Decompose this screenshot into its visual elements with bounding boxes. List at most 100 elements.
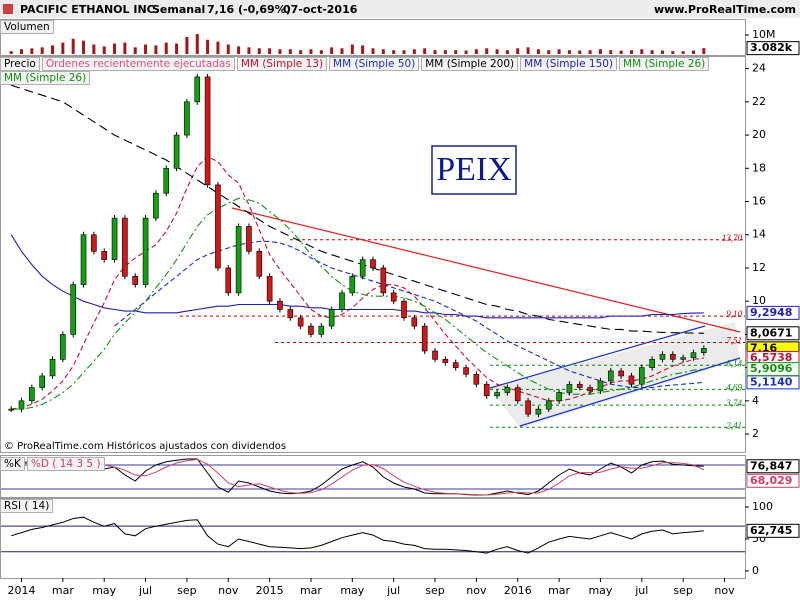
candle-body [411,317,418,327]
volume-bar [164,42,168,54]
candle-body [297,317,304,327]
candle-body [473,373,480,385]
y-tick-label: 18 [752,161,766,174]
candle-body [215,184,221,269]
volume-bar [30,48,34,54]
volume-bar [82,40,86,54]
candle-body [287,309,294,319]
candle-body [184,101,190,136]
volume-bar [278,49,282,54]
candle-body [494,392,500,397]
candle-body [566,383,573,393]
legend-entry: MM (Simple 50) [329,57,420,71]
volume-bar [536,49,540,54]
level-label: 7,51 [726,336,742,346]
volume-bar [454,50,458,54]
ticker-annotation: PEIX [436,151,512,188]
volume-bar [206,39,210,54]
volume-bar [268,48,272,54]
x-tick-label: mar [300,584,322,597]
last-value-label: 5,1140 [750,375,793,388]
last-value-box [746,459,800,474]
volume-bar [123,42,127,54]
volume-bar [547,50,551,54]
volume-bar [309,49,313,54]
candle-body [638,367,645,385]
volume-bar [702,48,706,54]
last-value-box [746,326,800,341]
candle-body [349,275,356,294]
date: 07-oct-2016 [283,3,358,16]
volume-bar [578,50,582,54]
volume-bar [257,48,261,54]
volume-bar [505,50,509,54]
last-value-box [746,473,800,488]
candle-body [328,309,335,327]
stochastic-frame [0,455,746,498]
volume-bar [412,49,416,54]
volume-bar [588,50,592,54]
legend-entry: MM (Simple 200) [421,57,519,71]
channel-lower [519,357,741,427]
last-value-label: 6,5738 [750,351,792,364]
candle-body [266,275,273,302]
volume-bar [51,45,55,54]
candle-body [101,251,108,260]
volume-bar [61,42,65,54]
candle-body [142,217,149,285]
x-tick-label: sep [425,584,444,597]
y-tick-label: 100 [752,500,773,513]
legend-entry: Órdenes recientemente ejecutadas [41,57,235,71]
volume-bar [660,50,664,54]
volume-bar [288,49,292,54]
candle-body [70,284,76,335]
legend: RSI ( 14) [0,499,54,513]
volume-bar [340,48,344,54]
candle-body [91,234,97,252]
volume-bar [92,44,96,54]
volume-bar [9,51,13,54]
y-tick-label: 2 [752,427,759,440]
candle-body [421,325,428,352]
candle-body [246,226,252,252]
candle-body [525,400,531,415]
indicator-line [11,516,704,554]
candle-body [339,292,345,310]
legend-entry: MM (Simple 26) [619,57,710,71]
y-tick-label: 4 [752,394,759,407]
last-value-label: 3.082k [750,41,793,54]
candle-body [401,300,407,319]
candle-body [680,357,686,360]
candle-body [442,359,449,363]
volume-bar [516,48,520,54]
candle-body [277,300,283,310]
header-icon [3,4,13,14]
x-tick-label: jul [634,584,648,597]
volume-bar [598,49,602,54]
moving-average-line [114,240,704,389]
y-tick-label: 10 [752,294,766,307]
candle-body [380,267,387,294]
candle-body [80,234,87,285]
candle-body [670,354,676,360]
legend-entry: Precio [0,57,40,71]
level-label: 4,69 [726,382,742,392]
volume-bar [526,47,530,54]
volume-bar [609,50,613,54]
x-tick-label: 2015 [256,584,284,597]
header-bar [0,0,800,18]
candle-body [49,359,56,377]
candle-body [597,380,604,392]
candle-body [318,325,325,335]
candle-body [649,359,655,368]
y-tick-label: 16 [752,195,766,208]
x-tick-label: nov [466,584,487,597]
instrument-title: PACIFIC ETHANOL INC. [20,3,159,16]
volume-bar [247,47,251,54]
volume-bar [423,48,427,54]
legend-entry: %D ( 14 3 5 ) [26,457,105,471]
volume-bar [619,50,623,54]
candle-body [690,352,697,358]
